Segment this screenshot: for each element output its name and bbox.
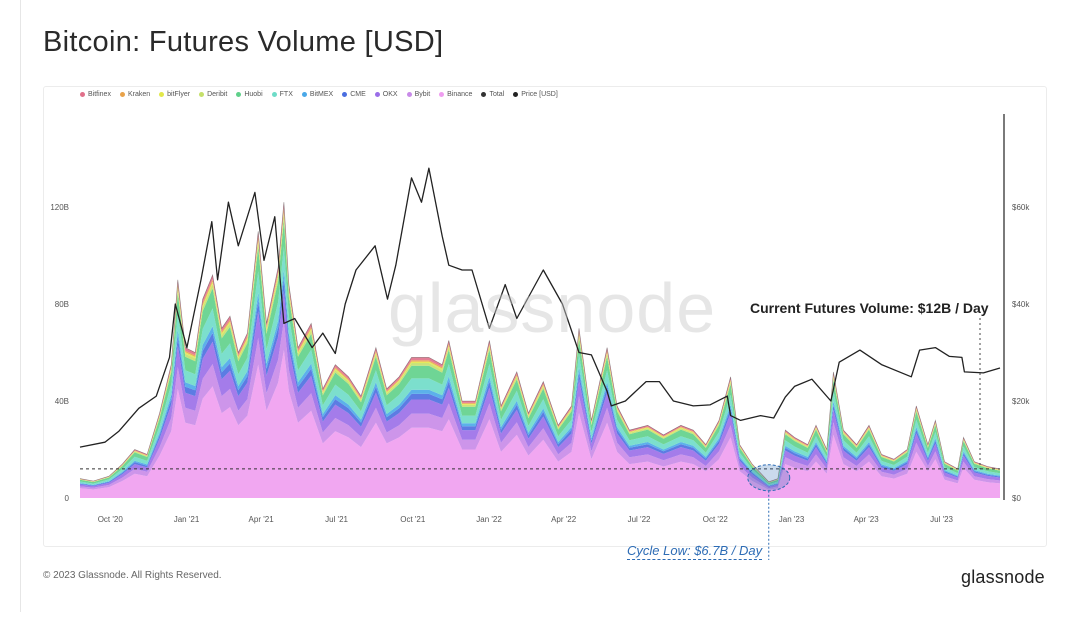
- legend-dot-icon: [439, 92, 445, 97]
- y-right-tick-label: $0: [1012, 494, 1021, 503]
- legend-dot-icon: [80, 92, 85, 97]
- cycle-low-highlight: [747, 464, 791, 492]
- x-tick-label: Jul '22: [628, 515, 651, 524]
- x-tick-label: Jan '23: [779, 515, 805, 524]
- y-left-tick-label: 0: [65, 494, 70, 503]
- legend-label: OKX: [382, 91, 398, 98]
- page-left-rule: [20, 0, 21, 612]
- legend-item-huobi[interactable]: Huobi: [236, 91, 263, 98]
- legend-item-price-usd[interactable]: Price [USD]: [513, 91, 558, 98]
- legend-label: CME: [350, 91, 366, 98]
- total-volume-line: [79, 202, 1001, 483]
- x-tick-label: Jan '21: [174, 515, 200, 524]
- area-binance: [80, 350, 1000, 498]
- chart-legend: Bitfinex Kraken bitFlyer Deribit Huobi FTX Bit…: [80, 91, 558, 98]
- x-tick-label: Oct '21: [400, 515, 426, 524]
- axes-layer: 0 40B 80B 120B $0 $20k $40k $60k Oct '20 Jan '21 A…: [50, 114, 1030, 524]
- legend-dot-icon: [159, 92, 165, 97]
- y-left-tick-label: 80B: [55, 300, 69, 309]
- y-left-tick-label: 120B: [50, 203, 69, 212]
- current-volume-callout: Current Futures Volume: $12B / Day: [750, 300, 989, 316]
- stacked-area-layer: [80, 202, 1000, 498]
- y-left-tick-label: 40B: [55, 397, 69, 406]
- legend-label: Kraken: [127, 91, 151, 98]
- y-right-tick-label: $20k: [1012, 397, 1030, 406]
- total-volume-layer: [79, 202, 1001, 483]
- legend-dot-icon: [513, 92, 519, 97]
- x-tick-label: Jul '21: [325, 515, 348, 524]
- legend-dot-icon: [199, 92, 205, 97]
- legend-dot-icon: [374, 92, 380, 97]
- legend-item-binance[interactable]: Binance: [439, 91, 472, 98]
- price-line: [79, 167, 1001, 448]
- y-right-tick-label: $60k: [1012, 203, 1030, 212]
- legend-label: Binance: [447, 91, 473, 98]
- x-tick-label: Apr '22: [551, 515, 577, 524]
- legend-dot-icon: [342, 92, 348, 97]
- legend-dot-icon: [301, 92, 307, 97]
- legend-label: Deribit: [207, 91, 228, 98]
- legend-label: Huobi: [244, 91, 263, 98]
- cycle-low-callout: Cycle Low: $6.7B / Day: [627, 543, 763, 560]
- legend-label: Price [USD]: [521, 91, 558, 98]
- legend-item-bitflyer[interactable]: bitFlyer: [159, 91, 190, 98]
- legend-label: BitMEX: [309, 91, 334, 98]
- legend-label: FTX: [279, 91, 293, 98]
- legend-item-total[interactable]: Total: [481, 91, 504, 98]
- legend-label: Bybit: [414, 91, 431, 98]
- reference-layer: [80, 318, 1000, 560]
- price-line-layer: [79, 167, 1001, 448]
- copyright-text: © 2023 Glassnode. All Rights Reserved.: [43, 570, 222, 581]
- x-tick-label: Oct '22: [703, 515, 729, 524]
- legend-dot-icon: [271, 92, 277, 97]
- legend-item-bitfinex[interactable]: Bitfinex: [80, 91, 111, 98]
- x-tick-label: Jan '22: [476, 515, 502, 524]
- legend-dot-icon: [119, 92, 125, 97]
- legend-label: bitFlyer: [167, 91, 191, 98]
- legend-item-bybit[interactable]: Bybit: [406, 91, 431, 98]
- legend-item-kraken[interactable]: Kraken: [119, 91, 151, 98]
- page-title: Bitcoin: Futures Volume [USD]: [43, 26, 444, 58]
- glassnode-logo: glassnode: [961, 567, 1045, 587]
- x-tick-label: Apr '21: [249, 515, 275, 524]
- legend-item-ftx[interactable]: FTX: [271, 91, 293, 98]
- legend-item-cme[interactable]: CME: [342, 91, 366, 98]
- legend-label: Bitfinex: [88, 91, 111, 98]
- legend-item-bitmex[interactable]: BitMEX: [301, 91, 334, 98]
- legend-dot-icon: [236, 92, 242, 97]
- x-tick-label: Jul '23: [930, 515, 953, 524]
- y-right-tick-label: $40k: [1012, 300, 1030, 309]
- x-tick-label: Oct '20: [98, 515, 124, 524]
- legend-dot-icon: [481, 92, 487, 97]
- legend-dot-icon: [406, 92, 412, 97]
- legend-item-okx[interactable]: OKX: [374, 91, 398, 98]
- legend-label: Total: [489, 91, 505, 98]
- legend-item-deribit[interactable]: Deribit: [199, 91, 227, 98]
- x-tick-label: Apr '23: [854, 515, 880, 524]
